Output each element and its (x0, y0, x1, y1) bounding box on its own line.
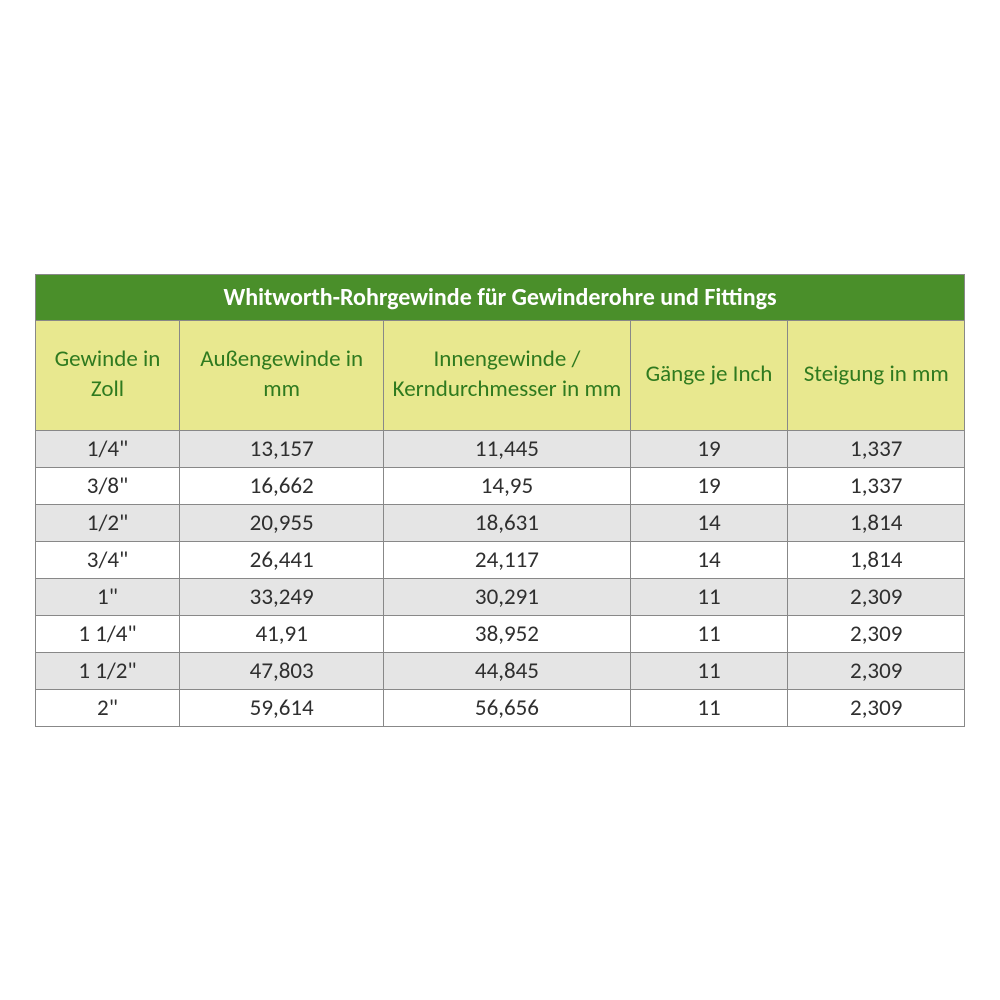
cell: 33,249 (179, 578, 383, 615)
whitworth-thread-table: Whitworth-Rohrgewinde für Gewinderohre u… (35, 274, 965, 727)
cell: 3/4" (36, 541, 180, 578)
col-header-steigung: Steigung in mm (788, 320, 965, 430)
cell: 13,157 (179, 430, 383, 467)
table-row: 2" 59,614 56,656 11 2,309 (36, 689, 965, 726)
cell: 2,309 (788, 652, 965, 689)
cell: 11 (630, 578, 788, 615)
cell: 16,662 (179, 467, 383, 504)
cell: 11 (630, 689, 788, 726)
cell: 30,291 (384, 578, 630, 615)
col-header-gaenge: Gänge je Inch (630, 320, 788, 430)
cell: 24,117 (384, 541, 630, 578)
cell: 20,955 (179, 504, 383, 541)
cell: 2,309 (788, 578, 965, 615)
cell: 1/4" (36, 430, 180, 467)
cell: 14,95 (384, 467, 630, 504)
cell: 19 (630, 467, 788, 504)
table-row: 1/4" 13,157 11,445 19 1,337 (36, 430, 965, 467)
cell: 1,337 (788, 467, 965, 504)
table-container: Whitworth-Rohrgewinde für Gewinderohre u… (35, 274, 965, 727)
table-header-row: Gewinde in Zoll Außengewinde in mm Innen… (36, 320, 965, 430)
cell: 2,309 (788, 689, 965, 726)
col-header-aussengewinde: Außengewinde in mm (179, 320, 383, 430)
cell: 44,845 (384, 652, 630, 689)
cell: 41,91 (179, 615, 383, 652)
cell: 2" (36, 689, 180, 726)
cell: 47,803 (179, 652, 383, 689)
table-body: 1/4" 13,157 11,445 19 1,337 3/8" 16,662 … (36, 430, 965, 726)
cell: 14 (630, 541, 788, 578)
table-row: 1 1/4" 41,91 38,952 11 2,309 (36, 615, 965, 652)
cell: 2,309 (788, 615, 965, 652)
col-header-innengewinde: Innengewinde / Kerndurchmesser in mm (384, 320, 630, 430)
cell: 18,631 (384, 504, 630, 541)
table-row: 1 1/2" 47,803 44,845 11 2,309 (36, 652, 965, 689)
table-title: Whitworth-Rohrgewinde für Gewinderohre u… (36, 274, 965, 320)
cell: 19 (630, 430, 788, 467)
cell: 59,614 (179, 689, 383, 726)
cell: 38,952 (384, 615, 630, 652)
cell: 1 1/2" (36, 652, 180, 689)
table-row: 3/8" 16,662 14,95 19 1,337 (36, 467, 965, 504)
cell: 1" (36, 578, 180, 615)
cell: 1/2" (36, 504, 180, 541)
cell: 11 (630, 615, 788, 652)
cell: 26,441 (179, 541, 383, 578)
table-row: 1" 33,249 30,291 11 2,309 (36, 578, 965, 615)
cell: 11 (630, 652, 788, 689)
cell: 56,656 (384, 689, 630, 726)
cell: 1,814 (788, 504, 965, 541)
table-row: 3/4" 26,441 24,117 14 1,814 (36, 541, 965, 578)
cell: 1 1/4" (36, 615, 180, 652)
cell: 1,337 (788, 430, 965, 467)
table-title-row: Whitworth-Rohrgewinde für Gewinderohre u… (36, 274, 965, 320)
cell: 11,445 (384, 430, 630, 467)
cell: 3/8" (36, 467, 180, 504)
cell: 1,814 (788, 541, 965, 578)
table-row: 1/2" 20,955 18,631 14 1,814 (36, 504, 965, 541)
cell: 14 (630, 504, 788, 541)
col-header-gewinde: Gewinde in Zoll (36, 320, 180, 430)
